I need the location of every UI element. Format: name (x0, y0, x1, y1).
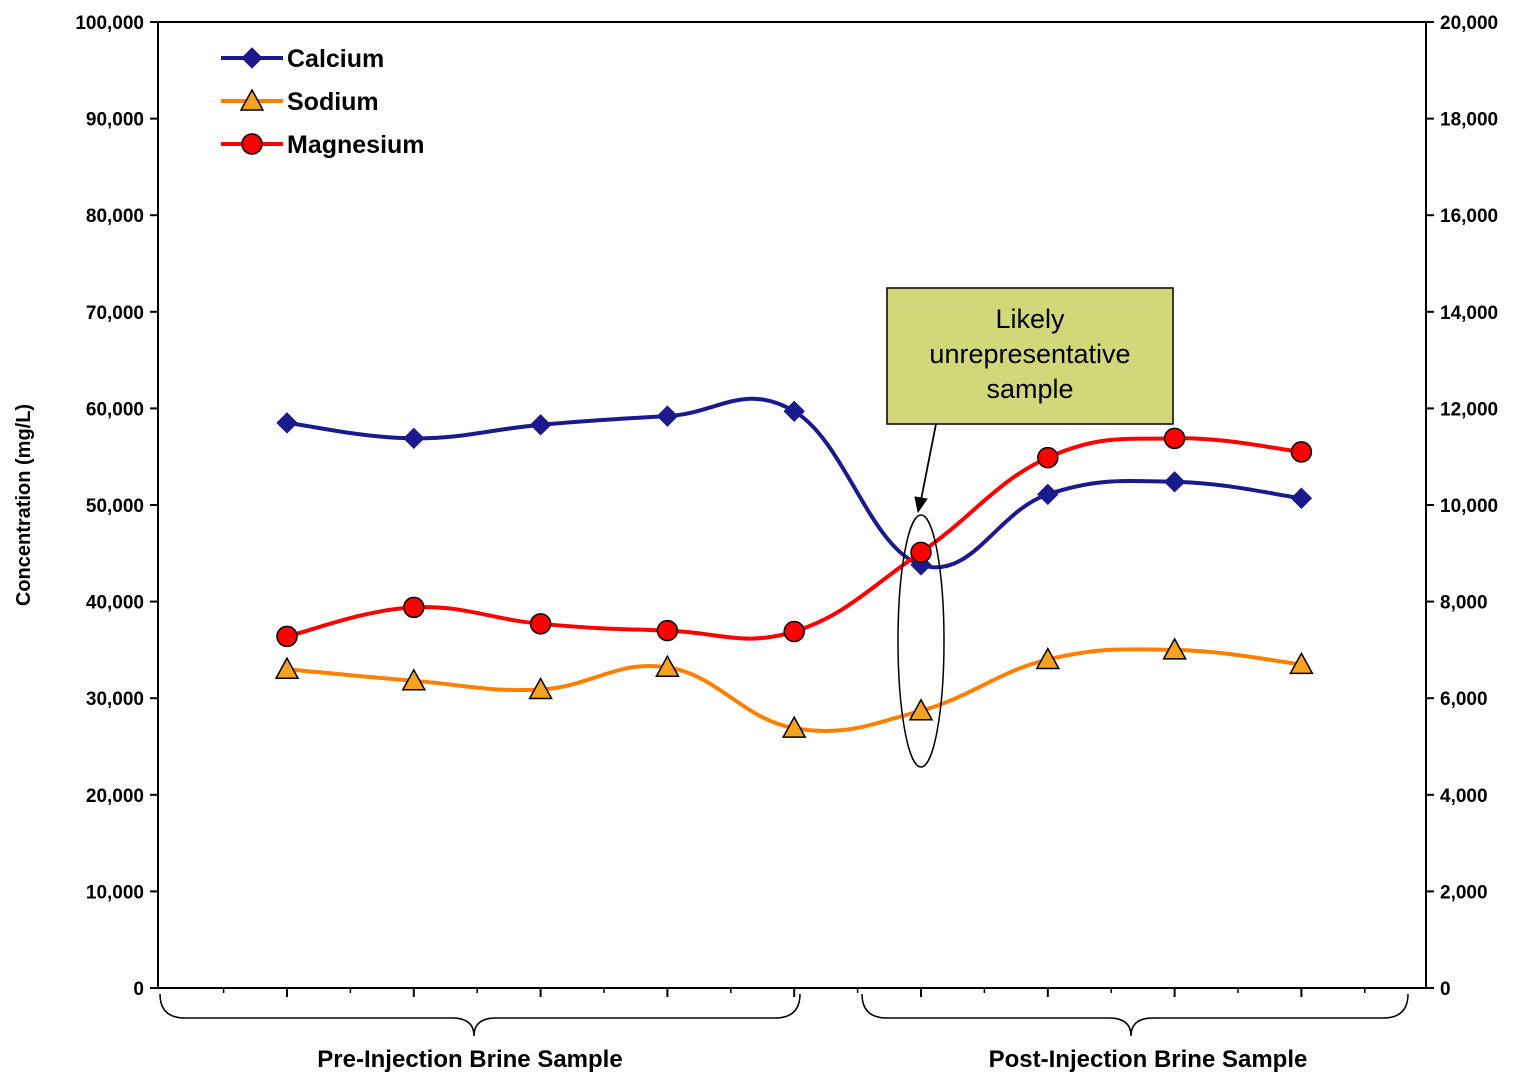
sodium-point (1035, 647, 1061, 670)
magnesium-point (783, 620, 805, 643)
calcium-point (403, 427, 425, 450)
magnesium-point (276, 625, 298, 648)
y2-tick-label: 20,000 (1440, 13, 1498, 34)
y-tick-label: 60,000 (86, 399, 144, 420)
y-tick-label: 40,000 (86, 593, 144, 614)
y-tick-label: 70,000 (86, 303, 144, 324)
calcium-point (783, 400, 805, 423)
group-bracket (861, 993, 1409, 1037)
sodium-point (781, 715, 807, 738)
sodium-point (655, 654, 680, 678)
magnesium-point (1290, 441, 1313, 463)
annotation-arrow-line (920, 423, 937, 501)
annotation-text: sample (986, 374, 1073, 404)
y2-tick-label: 8,000 (1440, 593, 1488, 614)
y2-tick-label: 14,000 (1440, 303, 1498, 324)
y2-tick-label: 16,000 (1440, 206, 1498, 227)
annotation-text: Likely (995, 304, 1065, 334)
calcium-point (1290, 487, 1313, 509)
calcium-line (286, 396, 1302, 570)
annotation-text: unrepresentative (929, 339, 1130, 369)
sodium-point (1162, 637, 1187, 660)
legend-magnesium-marker (241, 133, 263, 155)
sodium-point (908, 698, 934, 721)
group-brackets: Pre-Injection Brine Sample Post-Injection… (159, 993, 1409, 1073)
legend-magnesium-label: Magnesium (287, 131, 425, 159)
magnesium-point (403, 596, 425, 619)
legend-sodium-marker (239, 88, 265, 111)
calcium-point (656, 405, 679, 427)
y2-tick-label: 12,000 (1440, 399, 1498, 420)
calcium-point (1163, 471, 1186, 493)
y2-tick-label: 4,000 (1440, 786, 1488, 807)
legend-sodium-label: Sodium (287, 88, 379, 116)
plot-area (157, 21, 1427, 989)
y-tick-label: 90,000 (86, 110, 144, 131)
legend-calcium-label: Calcium (287, 45, 384, 73)
y2-tick-label: 6,000 (1440, 689, 1488, 710)
sodium-point (274, 656, 300, 679)
annotation: Likely unrepresentative sample (886, 287, 1174, 768)
calcium-point (276, 412, 298, 434)
group-label: Post-Injection Brine Sample (989, 1046, 1308, 1073)
calcium-point (529, 414, 552, 436)
magnesium-point (529, 613, 552, 635)
y-tick-label: 80,000 (86, 206, 144, 227)
group-label: Pre-Injection Brine Sample (317, 1046, 622, 1073)
calcium-point (1037, 483, 1059, 506)
legend-calcium-marker (241, 47, 263, 69)
legend: Calcium Sodium Magnesium (221, 45, 425, 159)
axes: 0 0 10,000 2,000 20,000 4,000 30,000 6,000 40,00… (75, 13, 1498, 1000)
magnesium-point (910, 541, 932, 564)
group-bracket (159, 993, 801, 1037)
sodium-point (528, 676, 553, 700)
y2-tick-label: 18,000 (1440, 110, 1498, 131)
y2-tick-label: 10,000 (1440, 496, 1498, 517)
y-tick-label: 100,000 (75, 13, 144, 34)
annotation-ellipse (897, 514, 945, 768)
magnesium-point (656, 619, 679, 642)
y-axis-title: Concentration (mg/L) (13, 404, 35, 606)
annotation-arrowhead (914, 496, 928, 514)
y-tick-label: 20,000 (86, 786, 144, 807)
y-tick-label: 0 (133, 979, 144, 1000)
y2-tick-label: 0 (1440, 979, 1451, 1000)
magnesium-point (1037, 446, 1059, 469)
magnesium-point (1163, 427, 1186, 450)
y-tick-label: 30,000 (86, 689, 144, 710)
y-tick-label: 10,000 (86, 882, 144, 903)
series-layer (274, 396, 1314, 738)
y2-tick-label: 2,000 (1440, 882, 1488, 903)
y-tick-label: 50,000 (86, 496, 144, 517)
sodium-point (401, 668, 427, 691)
annotation-box (886, 287, 1174, 425)
sodium-point (1289, 651, 1314, 675)
